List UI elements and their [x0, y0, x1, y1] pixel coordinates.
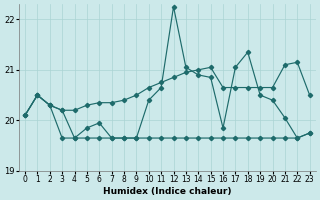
- X-axis label: Humidex (Indice chaleur): Humidex (Indice chaleur): [103, 187, 232, 196]
